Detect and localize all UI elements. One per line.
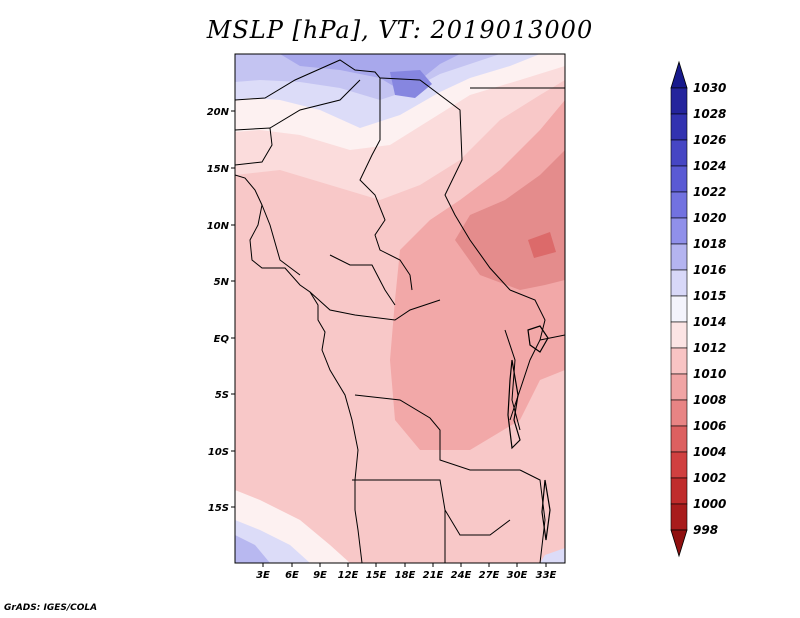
lon-axis: 3E 6E 9E 12E 15E 18E 21E 24E 27E 30E 33E	[256, 563, 557, 581]
lon-label: 6E	[285, 570, 299, 581]
colorbar-box	[670, 295, 688, 323]
lon-label: 15E	[366, 570, 387, 581]
colorbar-level-label: 1018	[693, 237, 726, 251]
colorbar-level-label: 1010	[693, 367, 726, 381]
map-title: MSLP [hPa], VT: 2019013000	[206, 16, 594, 44]
field-1004-east	[528, 232, 556, 258]
colorbar-box	[670, 243, 688, 271]
colorbar-level-label: 1000	[693, 497, 726, 511]
grads-credit: GrADS: IGES/COLA	[4, 603, 98, 613]
colorbar-box	[670, 191, 688, 219]
colorbar-bottom-arrow	[670, 529, 688, 558]
lakes	[507, 325, 551, 541]
colorbar-box	[670, 217, 688, 245]
colorbar-level-label: 1004	[693, 445, 726, 459]
colorbar-level-label: 1008	[693, 393, 726, 407]
field-1018-south	[235, 535, 270, 563]
lon-label: 27E	[479, 570, 500, 581]
colorbar-boxes	[670, 87, 688, 531]
colorbar-level-label: 998	[693, 523, 718, 537]
field-1022-north	[390, 70, 432, 98]
colorbar-level-label: 1028	[693, 107, 726, 121]
colorbar-box	[670, 269, 688, 297]
colorbar-level-label: 1022	[693, 185, 726, 199]
lat-label: 20N	[207, 107, 230, 118]
colorbar-box	[670, 503, 688, 531]
colorbar-labels: 1030 1028 1026 1024 1022 1020 1018 1016 1015 1014…	[693, 81, 726, 537]
lon-label: 18E	[395, 570, 416, 581]
lat-label: 10N	[207, 221, 230, 232]
field-1008-east	[390, 100, 565, 450]
lat-label: EQ	[214, 334, 230, 345]
lon-label: 30E	[507, 570, 528, 581]
lon-label: 12E	[338, 570, 359, 581]
colorbar-box	[670, 451, 688, 479]
colorbar: 1030 1028 1026 1024 1022 1020 1018 1016 1015 1014…	[670, 60, 726, 558]
colorbar-box	[670, 477, 688, 505]
colorbar-box	[670, 139, 688, 167]
map-frame	[234, 53, 566, 564]
colorbar-level-label: 1016	[693, 263, 726, 277]
lat-label: 5S	[215, 390, 229, 401]
lon-label: 3E	[256, 570, 270, 581]
colorbar-level-label: 1006	[693, 419, 726, 433]
lat-label: 10S	[208, 447, 229, 458]
colorbar-level-label: 1024	[693, 159, 726, 173]
lat-label: 5N	[214, 277, 230, 288]
field-1016-southeast	[540, 548, 565, 563]
colorbar-level-label: 1015	[693, 289, 726, 303]
lon-label: 9E	[313, 570, 327, 581]
colorbar-box	[670, 113, 688, 141]
colorbar-box	[670, 399, 688, 427]
colorbar-level-label: 1030	[693, 81, 726, 95]
political-borders	[235, 59, 565, 563]
colorbar-level-label: 1002	[693, 471, 726, 485]
pressure-field	[235, 54, 565, 563]
lat-axis: 20N 15N 10N 5N EQ 5S 10S 15S	[207, 107, 235, 514]
lon-label: 21E	[423, 570, 444, 581]
colorbar-box	[670, 425, 688, 453]
lat-label: 15S	[208, 503, 229, 514]
lat-label: 15N	[207, 164, 230, 175]
lon-label: 24E	[451, 570, 472, 581]
colorbar-box	[670, 347, 688, 375]
colorbar-level-label: 1026	[693, 133, 726, 147]
colorbar-level-label: 1020	[693, 211, 726, 225]
colorbar-level-label: 1012	[693, 341, 726, 355]
colorbar-box	[670, 87, 688, 115]
colorbar-box	[670, 373, 688, 401]
colorbar-box	[670, 165, 688, 193]
lon-label: 33E	[536, 570, 557, 581]
colorbar-level-label: 1014	[693, 315, 726, 329]
colorbar-top-arrow	[670, 60, 688, 89]
colorbar-box	[670, 321, 688, 349]
